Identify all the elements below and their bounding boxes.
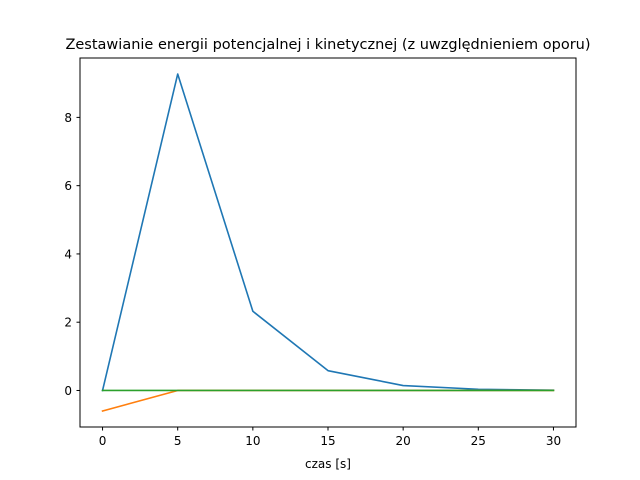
x-tick-label: 20 — [396, 434, 411, 448]
chart-title: Zestawianie energii potencjalnej i kinet… — [65, 37, 590, 53]
series-layer — [101, 73, 555, 412]
x-axis-ticks: 0 5 10 15 20 25 30 — [99, 427, 561, 448]
y-tick-label: 8 — [64, 111, 72, 125]
x-tick-label: 15 — [320, 434, 335, 448]
y-axis-ticks: 0 2 4 6 8 — [64, 111, 80, 398]
x-tick-label: 30 — [546, 434, 561, 448]
x-tick-label: 10 — [245, 434, 260, 448]
y-tick-label: 0 — [64, 384, 72, 398]
x-tick-label: 25 — [471, 434, 486, 448]
axes-frame — [79, 57, 577, 428]
y-tick-label: 2 — [64, 316, 72, 330]
series-line-2 — [101, 389, 555, 412]
y-tick-label: 6 — [64, 179, 72, 193]
plot-area: 0 5 10 15 20 25 30 0 2 4 6 8 — [64, 57, 577, 448]
x-tick-label: 5 — [174, 434, 182, 448]
y-tick-label: 4 — [64, 247, 72, 261]
series-line-1 — [101, 73, 555, 392]
x-axis-label: czas [s] — [305, 457, 351, 471]
x-tick-label: 0 — [99, 434, 107, 448]
